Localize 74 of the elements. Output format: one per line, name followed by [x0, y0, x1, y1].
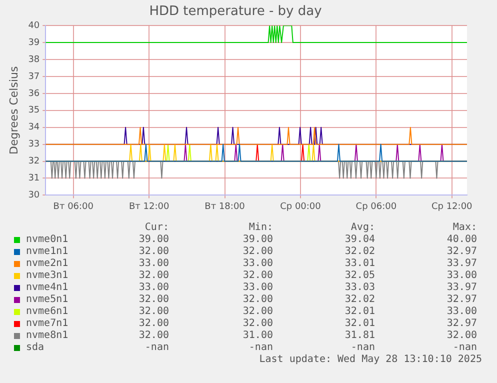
text: 32.02 [344, 294, 375, 306]
y-axis-title: Degrees Celsius [7, 66, 20, 155]
y-tick-label: 32 [28, 156, 40, 167]
text: 33.00 [138, 258, 169, 270]
text: 33.97 [446, 258, 477, 270]
x-tick-label: Ср 12:00 [431, 202, 473, 212]
text: -nan [144, 342, 169, 354]
text: Max: [452, 222, 477, 234]
legend-label: nvme2n1 [26, 258, 68, 270]
text: 31.81 [344, 330, 375, 342]
y-tick-label: 36 [28, 88, 40, 99]
text: 33.03 [344, 282, 375, 294]
legend-label: nvme7n1 [26, 318, 68, 330]
legend-label: nvme5n1 [26, 294, 68, 306]
text: 31.00 [242, 330, 273, 342]
text: 32.00 [138, 306, 169, 318]
text: -nan [452, 342, 477, 354]
text: 32.97 [446, 318, 477, 330]
text: 32.00 [242, 318, 273, 330]
x-tick-label: Ср 06:00 [356, 202, 397, 212]
y-tick-label: 40 [28, 20, 40, 31]
text: -nan [248, 342, 273, 354]
text: 32.01 [344, 318, 375, 330]
text: 32.05 [344, 270, 375, 282]
text: Cur: [144, 222, 169, 234]
text: 32.97 [446, 294, 477, 306]
text: 32.00 [242, 306, 273, 318]
legend-label: nvme8n1 [26, 330, 68, 342]
legend-label: sda [26, 342, 44, 354]
text: 32.02 [344, 246, 375, 258]
text: 32.00 [242, 294, 273, 306]
text: Last update: Wed May 28 13:10:10 2025 [259, 354, 482, 366]
text: Avg: [350, 222, 375, 234]
y-tick-label: 37 [28, 72, 40, 82]
text: 32.00 [242, 246, 273, 258]
text: 39.04 [344, 234, 375, 246]
text: 40.00 [446, 234, 477, 246]
text: 32.00 [138, 318, 169, 330]
text: 32.01 [344, 306, 375, 318]
legend-label: nvme1n1 [26, 246, 68, 258]
legend-label: nvme0n1 [26, 234, 68, 246]
x-tick-label: Вт 18:00 [204, 202, 246, 212]
legend-label: nvme6n1 [26, 306, 68, 318]
text: 32.97 [446, 246, 477, 258]
text: 32.00 [242, 270, 273, 282]
x-tick-label: Вт 12:00 [128, 202, 170, 212]
x-tick-label: Ср 00:00 [280, 202, 322, 212]
y-tick-label: 33 [28, 140, 40, 150]
y-tick-label: 39 [28, 38, 40, 48]
text: 32.00 [138, 294, 169, 306]
text: 32.00 [138, 246, 169, 258]
text: 39.00 [242, 234, 273, 246]
text: 32.00 [138, 330, 169, 342]
text: 32.00 [446, 330, 477, 342]
chart-title: HDD temperature - by day [149, 4, 322, 20]
text: 33.97 [446, 282, 477, 294]
y-tick-label: 34 [28, 122, 40, 133]
text: 33.00 [242, 258, 273, 270]
y-tick-label: 31 [28, 174, 40, 184]
text: 33.00 [242, 282, 273, 294]
y-tick-label: 38 [28, 54, 40, 65]
text: 33.01 [344, 258, 375, 270]
text: 33.00 [446, 306, 477, 318]
legend-label: nvme4n1 [26, 282, 68, 294]
text: 33.00 [446, 270, 477, 282]
text: 32.00 [138, 270, 169, 282]
text: 33.00 [138, 282, 169, 294]
y-tick-label: 35 [28, 106, 40, 116]
y-tick-label: 30 [28, 190, 40, 201]
text: Min: [248, 222, 273, 234]
legend-label: nvme3n1 [26, 270, 68, 282]
text: 39.00 [138, 234, 169, 246]
x-tick-label: Вт 06:00 [53, 202, 94, 212]
text: -nan [350, 342, 375, 354]
